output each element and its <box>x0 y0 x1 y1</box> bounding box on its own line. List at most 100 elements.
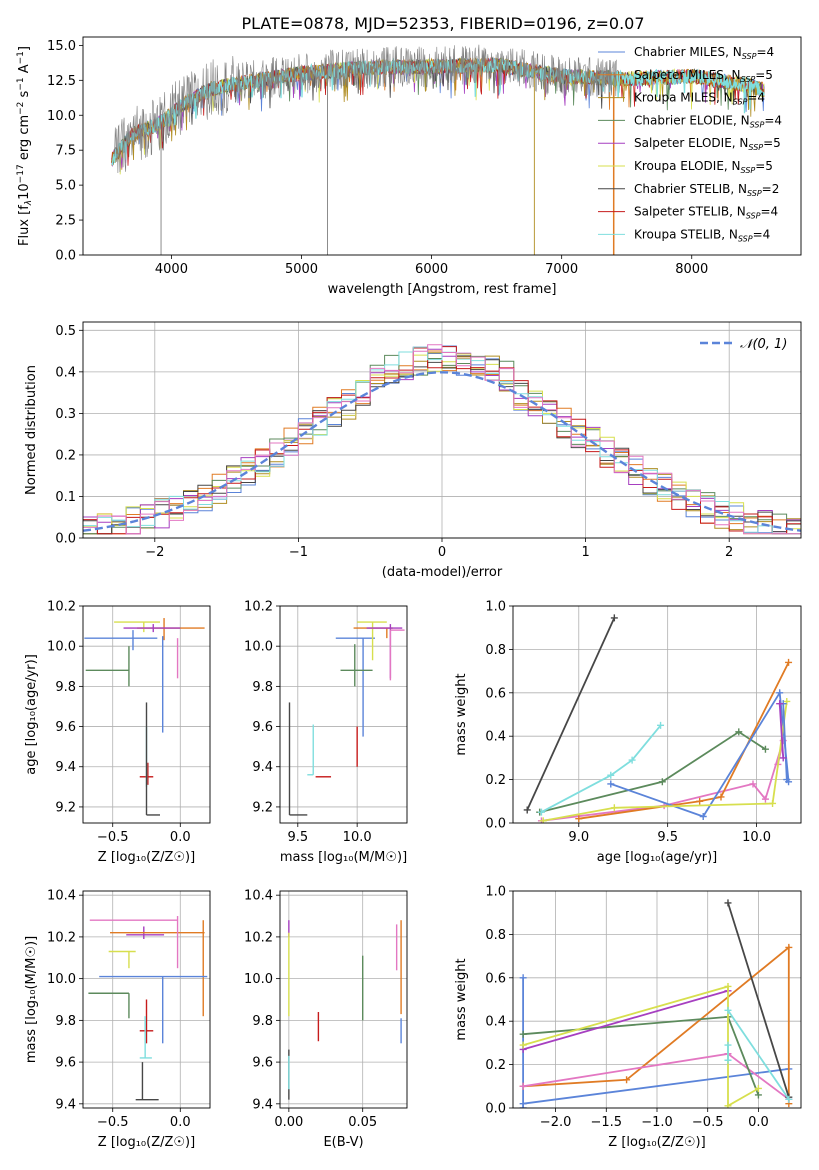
weight-line <box>540 724 662 813</box>
axes-frame <box>82 36 802 256</box>
x-tick-label: 4000 <box>155 262 188 277</box>
y-tick-label: 9.6 <box>55 720 76 735</box>
y-label-part: Flux [f <box>17 205 32 246</box>
x-axis-label: (data-model)/error <box>382 565 503 580</box>
axes-frame <box>279 605 408 824</box>
legend-sub: SSP <box>741 166 756 175</box>
y-tick-label: 0.0 <box>55 532 76 547</box>
weight-marker <box>724 899 732 907</box>
panel-residuals: −2 −1 0 1 2 0.0 0.1 0.2 0.3 0.4 0.5 (data-model)/er… <box>24 321 802 580</box>
weight-line <box>727 902 790 1098</box>
y-label-part: λ <box>24 200 34 206</box>
legend-sub: SSP <box>746 212 761 221</box>
gaussian-curve <box>83 371 801 532</box>
weight-line <box>526 617 616 811</box>
legend-sub: SSP <box>750 120 765 129</box>
weight-line <box>727 1009 790 1100</box>
x-axis-label: E(B-V) <box>323 1135 363 1150</box>
weight-marker <box>769 799 777 807</box>
x-tick-label: 0.0 <box>170 1115 191 1130</box>
y-tick-label: 10.2 <box>244 930 273 945</box>
y-tick-label: 0.3 <box>55 407 76 422</box>
y-axis-label: mass weight <box>454 673 469 755</box>
x-tick-label: 0.05 <box>348 1115 377 1130</box>
plot-area <box>519 899 793 1108</box>
legend-suffix: =4 <box>756 45 774 59</box>
y-label-part: −1 <box>16 77 26 90</box>
y-tick-label: 0.5 <box>55 324 76 339</box>
y-tick-label: 0.6 <box>485 686 506 701</box>
y-tick-label: 10.2 <box>47 930 76 945</box>
weight-marker <box>519 1041 527 1049</box>
legend-suffix: =5 <box>763 136 781 150</box>
y-label-part: −2 <box>16 102 26 115</box>
axes-frame <box>279 890 408 1109</box>
weight-marker <box>519 1030 527 1038</box>
weight-marker <box>776 689 784 697</box>
plot-area <box>83 344 801 535</box>
legend-text: Salpeter STELIB, N <box>634 205 746 219</box>
legend-text: Salpeter MILES, N <box>634 68 741 82</box>
y-tick-label: 10.2 <box>47 600 76 615</box>
weight-marker <box>607 771 615 779</box>
y-label-part: erg cm <box>17 115 32 164</box>
axes-frame <box>82 890 211 1109</box>
x-tick-label: −0.5 <box>97 1115 129 1130</box>
weight-marker <box>610 804 618 812</box>
y-tick-label: 10.4 <box>47 889 76 904</box>
legend-text: Chabrier MILES, N <box>634 45 742 59</box>
weight-line <box>539 730 766 813</box>
x-tick-label: −1.5 <box>591 1115 623 1130</box>
plot-area <box>111 44 765 255</box>
legend-suffix: =4 <box>747 91 765 105</box>
y-axis-label: age [log₁₀(age/yr)] <box>24 654 39 775</box>
weight-line <box>522 1068 789 1105</box>
y-tick-label: 9.2 <box>252 800 273 815</box>
axes-frame <box>82 605 211 824</box>
x-axis-label: mass [log₁₀(M/M☉)] <box>280 850 407 865</box>
legend-label: Chabrier ELODIE, NSSP=4 <box>634 113 782 129</box>
x-tick-label: 0 <box>438 545 446 560</box>
y-label-part: ] <box>17 46 32 51</box>
x-axis-label: Z [log₁₀(Z/Z☉)] <box>98 850 195 865</box>
y-tick-label: 1.0 <box>485 600 506 615</box>
y-tick-label: 9.4 <box>55 760 76 775</box>
weight-marker <box>607 780 615 788</box>
weight-marker <box>776 700 784 708</box>
x-tick-label: 9.5 <box>287 830 308 845</box>
y-tick-label: 10.0 <box>244 972 273 987</box>
weight-marker <box>696 797 704 805</box>
x-tick-label: 5000 <box>285 262 318 277</box>
weight-marker <box>519 1082 527 1090</box>
weight-line <box>522 989 729 1051</box>
legend-text: Kroupa MILES, N <box>634 91 733 105</box>
histogram-C7 <box>83 346 801 535</box>
weight-marker <box>657 721 665 729</box>
legend-sub: SSP <box>741 75 756 84</box>
x-tick-label: 9.0 <box>568 830 589 845</box>
panel-weight-vs-Z: −2.0 −1.5 −1.0 −0.5 0.0 0.0 0.2 0.4 0.6 0.8 1.0 Z [… <box>454 885 802 1150</box>
panels: 4000 5000 6000 7000 80000.02.55.07.510.012.5… <box>16 36 802 1150</box>
y-tick-label: 0.4 <box>55 365 76 380</box>
y-tick-label: 0.2 <box>55 448 76 463</box>
y-tick-label: 0.1 <box>55 490 76 505</box>
legend-sub: SSP <box>748 143 763 152</box>
y-tick-label: 10.0 <box>47 640 76 655</box>
legend-suffix: =4 <box>760 205 778 219</box>
weight-marker <box>724 982 732 990</box>
legend-suffix: =4 <box>764 113 782 127</box>
legend-suffix: =2 <box>762 182 780 196</box>
x-tick-label: 10.0 <box>343 830 372 845</box>
y-tick-label: 9.8 <box>55 680 76 695</box>
y-tick-label: 0.2 <box>485 773 506 788</box>
y-tick-label: 9.2 <box>55 800 76 815</box>
y-tick-label: 0.8 <box>485 928 506 943</box>
x-tick-label: 10.0 <box>742 830 771 845</box>
plot-area <box>523 614 793 823</box>
x-axis-label: age [log₁₀(age/yr)] <box>597 850 718 865</box>
weight-marker <box>783 697 791 705</box>
legend-suffix: =5 <box>755 159 773 173</box>
legend-sub: SSP <box>733 98 748 107</box>
y-tick-label: 2.5 <box>55 214 76 229</box>
